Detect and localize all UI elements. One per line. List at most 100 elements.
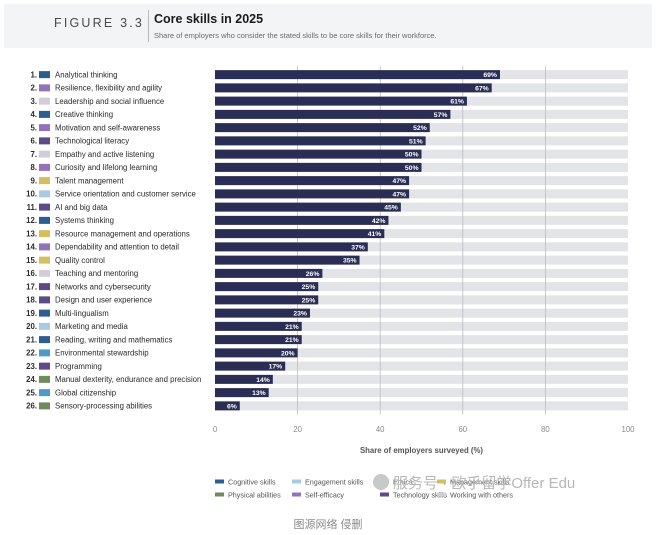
category-label: Marketing and media bbox=[55, 322, 128, 331]
bar bbox=[215, 215, 389, 225]
category-swatch bbox=[39, 203, 50, 211]
bar-value-label: 25% bbox=[302, 284, 316, 291]
bar-value-label: 47% bbox=[393, 178, 407, 185]
x-tick-label: 80 bbox=[541, 425, 550, 434]
category-swatch bbox=[39, 375, 50, 383]
bar-value-label: 50% bbox=[405, 165, 419, 172]
category-swatch bbox=[39, 97, 50, 105]
x-tick-label: 20 bbox=[293, 425, 302, 434]
rank-number: 6. bbox=[30, 137, 37, 146]
bar bbox=[215, 335, 302, 345]
bar bbox=[215, 109, 451, 119]
category-label: Dependability and attention to detail bbox=[55, 243, 179, 252]
bar-value-label: 67% bbox=[475, 85, 489, 92]
legend-label: Technology skills bbox=[393, 490, 447, 499]
category-swatch bbox=[39, 163, 50, 171]
legend-swatch bbox=[215, 479, 224, 484]
category-label: Multi-lingualism bbox=[55, 309, 109, 318]
bar bbox=[215, 123, 430, 133]
bar-track bbox=[215, 242, 628, 252]
bar-value-label: 50% bbox=[405, 152, 419, 159]
bar-value-label: 17% bbox=[269, 364, 283, 371]
category-swatch bbox=[39, 150, 50, 158]
rank-number: 11. bbox=[27, 203, 37, 212]
category-label: Teaching and mentoring bbox=[55, 269, 138, 278]
bar-value-label: 20% bbox=[281, 350, 295, 357]
category-swatch bbox=[39, 216, 50, 224]
bar-value-label: 52% bbox=[413, 125, 427, 132]
category-swatch bbox=[39, 71, 50, 79]
bar bbox=[215, 70, 500, 80]
bar-value-label: 47% bbox=[393, 191, 407, 198]
bar-value-label: 61% bbox=[450, 99, 464, 106]
category-label: Analytical thinking bbox=[55, 70, 117, 79]
bar-value-label: 42% bbox=[372, 218, 386, 225]
category-swatch bbox=[39, 349, 50, 357]
bar bbox=[215, 388, 269, 398]
category-swatch bbox=[39, 110, 50, 118]
category-swatch bbox=[39, 309, 50, 317]
chart-title: Core skills in 2025 bbox=[154, 12, 264, 26]
category-swatch bbox=[39, 269, 50, 277]
category-label: Sensory-processing abilities bbox=[55, 402, 152, 411]
bar-track bbox=[215, 374, 628, 384]
bar-track bbox=[215, 282, 628, 292]
rank-number: 23. bbox=[26, 362, 37, 371]
legend-label: Ethics bbox=[393, 477, 413, 486]
rank-number: 7. bbox=[30, 150, 37, 159]
bar-value-label: 6% bbox=[227, 403, 237, 410]
category-swatch bbox=[39, 296, 50, 304]
legend-label: Physical abilities bbox=[228, 490, 281, 499]
watermark-text: 服务号 · 欧乎留学Offer Edu bbox=[393, 475, 576, 492]
category-swatch bbox=[39, 230, 50, 238]
x-tick-label: 100 bbox=[621, 425, 635, 434]
rank-number: 16. bbox=[26, 269, 37, 278]
category-label: Resilience, flexibility and agility bbox=[55, 84, 162, 93]
bar-track bbox=[215, 401, 628, 411]
bar bbox=[215, 348, 298, 358]
bar bbox=[215, 96, 467, 106]
category-label: Empathy and active listening bbox=[55, 150, 154, 159]
category-label: Curiosity and lifelong learning bbox=[55, 163, 157, 172]
category-swatch bbox=[39, 402, 50, 410]
bar-value-label: 57% bbox=[434, 112, 448, 119]
rank-number: 14. bbox=[26, 243, 37, 252]
category-label: Technological literacy bbox=[55, 137, 129, 146]
bar-value-label: 35% bbox=[343, 258, 357, 265]
category-swatch bbox=[39, 256, 50, 264]
rank-number: 19. bbox=[26, 309, 37, 318]
legend-swatch bbox=[437, 479, 446, 484]
bar bbox=[215, 361, 286, 371]
rank-number: 22. bbox=[26, 349, 37, 358]
x-axis-label: Share of employers surveyed (%) bbox=[360, 446, 483, 455]
legend-swatch bbox=[215, 492, 224, 497]
category-swatch bbox=[39, 124, 50, 132]
rank-number: 13. bbox=[26, 229, 37, 238]
rank-number: 9. bbox=[30, 176, 37, 185]
bar bbox=[215, 282, 319, 292]
bar-value-label: 23% bbox=[293, 311, 307, 318]
bar bbox=[215, 295, 319, 305]
bar-track bbox=[215, 295, 628, 305]
bar-track bbox=[215, 361, 628, 371]
bar-track bbox=[215, 335, 628, 345]
rank-number: 8. bbox=[30, 163, 37, 172]
watermark: 服务号 · 欧乎留学Offer Edu bbox=[373, 472, 575, 493]
category-label: Resource management and operations bbox=[55, 229, 190, 238]
category-label: AI and big data bbox=[55, 203, 108, 212]
rank-number: 1. bbox=[30, 70, 37, 79]
header-divider bbox=[148, 10, 149, 42]
bar bbox=[215, 401, 240, 411]
bar bbox=[215, 189, 410, 199]
figure-header: FIGURE 3.3 Core skills in 2025 Share of … bbox=[4, 4, 652, 48]
bar bbox=[215, 308, 310, 318]
category-swatch bbox=[39, 336, 50, 344]
category-label: Systems thinking bbox=[55, 216, 114, 225]
legend-label: Self-efficacy bbox=[305, 490, 344, 499]
bar bbox=[215, 149, 422, 159]
bar-track bbox=[215, 268, 628, 278]
bar-track bbox=[215, 321, 628, 331]
bar-track bbox=[215, 388, 628, 398]
bar-value-label: 37% bbox=[351, 244, 365, 251]
bar-value-label: 25% bbox=[302, 297, 316, 304]
